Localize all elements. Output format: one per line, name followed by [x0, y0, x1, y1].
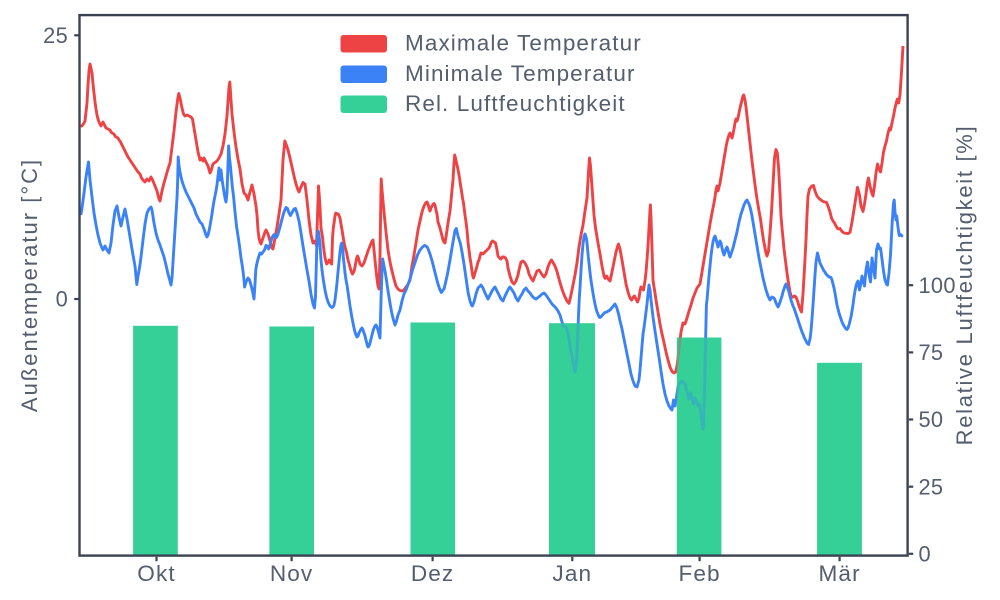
svg-text:Relative Luftfeuchtigkeit [%]: Relative Luftfeuchtigkeit [%] — [952, 125, 977, 446]
svg-text:Nov: Nov — [270, 561, 313, 586]
svg-text:Dez: Dez — [411, 561, 454, 586]
svg-text:Rel. Luftfeuchtigkeit: Rel. Luftfeuchtigkeit — [405, 91, 626, 116]
svg-text:Minimale Temperatur: Minimale Temperatur — [405, 61, 636, 86]
svg-text:75: 75 — [919, 340, 944, 365]
svg-text:Außentemperatur [°C]: Außentemperatur [°C] — [17, 158, 42, 412]
svg-text:100: 100 — [919, 273, 956, 298]
svg-text:0: 0 — [919, 542, 931, 567]
svg-text:50: 50 — [919, 407, 944, 432]
svg-text:Feb: Feb — [678, 561, 720, 586]
svg-text:25: 25 — [919, 474, 944, 499]
svg-text:25: 25 — [43, 23, 68, 48]
svg-text:0: 0 — [56, 287, 68, 312]
svg-text:Okt: Okt — [137, 561, 175, 586]
svg-text:Mär: Mär — [818, 561, 860, 586]
svg-text:Jan: Jan — [552, 561, 592, 586]
svg-text:Maximale Temperatur: Maximale Temperatur — [405, 31, 642, 56]
